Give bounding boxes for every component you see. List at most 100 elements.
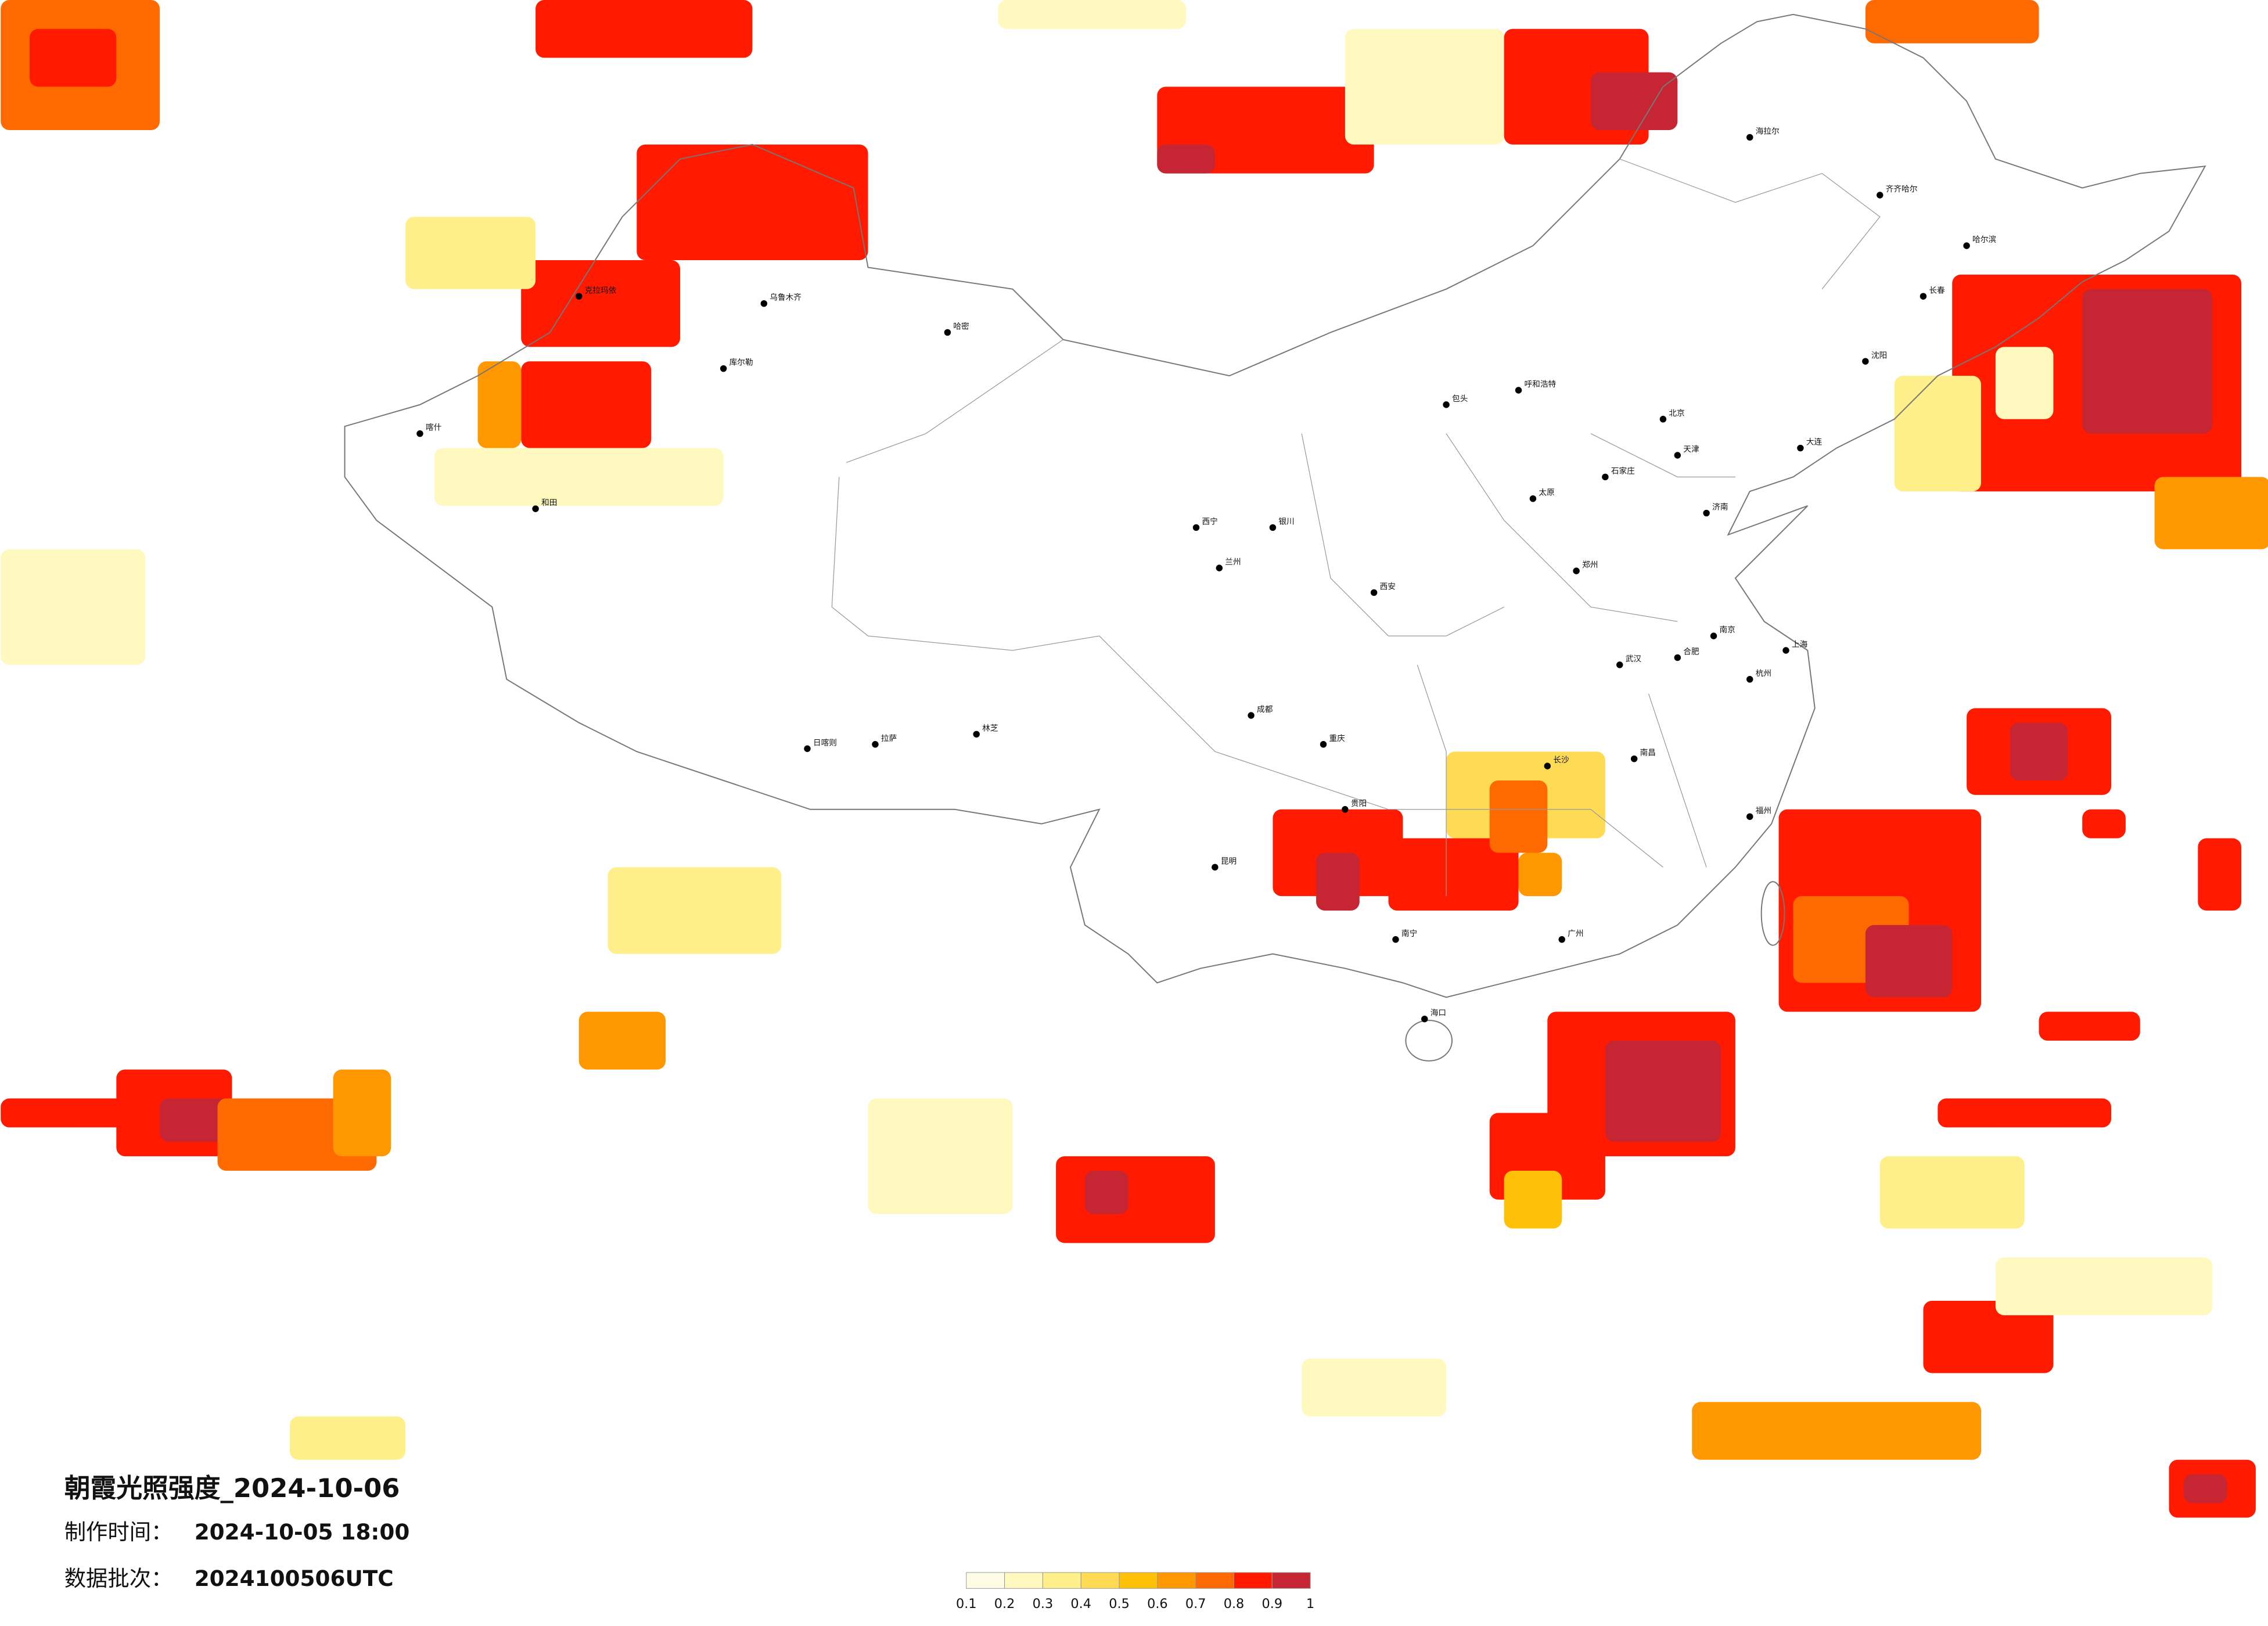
city-dot (1515, 387, 1522, 394)
colorbar-tick-label: 0.1 (956, 1596, 977, 1611)
light-patch (1316, 852, 1360, 911)
city-label: 重庆 (1329, 734, 1346, 743)
light-patch (1692, 1402, 1981, 1460)
city-dot (1269, 524, 1277, 531)
city-label: 南宁 (1401, 929, 1417, 938)
city-dot (1963, 242, 1970, 249)
hainan (1405, 1020, 1453, 1062)
city-label: 济南 (1712, 503, 1728, 512)
light-patch (1345, 28, 1504, 145)
light-patch (2183, 1474, 2227, 1503)
city-dot (576, 293, 583, 300)
light-patch (2198, 838, 2241, 911)
city-label: 日喀则 (813, 738, 837, 747)
light-patch (1302, 1358, 1447, 1417)
city-label: 贵阳 (1351, 799, 1367, 808)
light-patch (998, 0, 1187, 29)
china-border (344, 13, 2206, 998)
light-patch (2154, 477, 2268, 549)
taiwan (1760, 881, 1785, 946)
light-patch (535, 0, 753, 58)
city-dot (1392, 936, 1399, 943)
colorbar-swatch (1042, 1572, 1081, 1589)
city-dot (1212, 864, 1219, 871)
colorbar-tick-label: 0.2 (994, 1596, 1015, 1611)
light-patch (521, 361, 652, 448)
colorbar-tick-label: 1 (1306, 1596, 1314, 1611)
city-label: 库尔勒 (729, 358, 753, 368)
batch-label: 数据批次： (64, 1566, 173, 1591)
city-label: 哈密 (953, 321, 969, 331)
colorbar-swatch (1234, 1572, 1273, 1589)
colorbar-tick-label: 0.5 (1109, 1596, 1130, 1611)
colorbar-swatch (966, 1572, 1005, 1589)
light-patch (1995, 1257, 2213, 1315)
city-label: 上海 (1792, 640, 1808, 649)
colorbar-tick-label: 0.9 (1262, 1596, 1283, 1611)
colorbar-swatch (1004, 1572, 1043, 1589)
city-label: 银川 (1278, 517, 1294, 526)
light-patch (1865, 0, 2039, 44)
light-patch (1938, 1098, 2111, 1128)
city-label: 哈尔滨 (1972, 235, 1996, 244)
city-dot (1630, 755, 1638, 762)
city-dot (1710, 632, 1717, 639)
city-dot (1877, 192, 1884, 199)
country-outline (344, 13, 2206, 1062)
title: 朝霞光照强度_2024-10-06 (64, 1473, 400, 1503)
light-patch (1, 549, 146, 665)
light-patch (1056, 1156, 1215, 1243)
light-patch (2010, 722, 2068, 780)
light-patch (578, 1012, 666, 1070)
city-label: 喀什 (426, 423, 442, 433)
city-dot (1370, 589, 1378, 596)
light-patch (1157, 144, 1215, 174)
colorbar-tick-label: 0.4 (1070, 1596, 1091, 1611)
light-patch (434, 448, 724, 506)
light-patch (1084, 1171, 1128, 1214)
province-lines (831, 159, 1881, 897)
city-dot (1443, 401, 1450, 408)
city-label: 拉萨 (881, 734, 897, 743)
city-dot (973, 731, 980, 738)
light-patch (1995, 347, 2054, 419)
colorbar-swatch (1195, 1572, 1235, 1589)
city-dot (416, 430, 423, 437)
city-dot (872, 741, 879, 748)
colorbar-tick-label: 0.6 (1147, 1596, 1168, 1611)
city-label: 兰州 (1225, 557, 1241, 567)
colorbar-tick-label: 0.8 (1224, 1596, 1245, 1611)
city-label: 杭州 (1756, 669, 1771, 678)
light-patch (1504, 1171, 1562, 1229)
light-patch (2082, 289, 2213, 434)
light-patch (477, 361, 522, 448)
light-patch (1865, 924, 1953, 998)
light-patch (521, 260, 680, 347)
light-patch (1388, 838, 1519, 911)
city-dot (944, 329, 951, 336)
city-dot (1746, 813, 1753, 820)
city-label: 石家庄 (1611, 466, 1635, 476)
light-patch (1590, 72, 1678, 130)
city-label: 和田 (541, 498, 557, 508)
city-dot (1320, 741, 1327, 748)
made-label: 制作时间： (64, 1519, 173, 1545)
light-field (1, 0, 2268, 1518)
city-label: 郑州 (1582, 560, 1598, 570)
city-dot (1544, 762, 1551, 769)
city-dot (1342, 806, 1349, 813)
light-patch (405, 217, 536, 289)
city-label: 广州 (1568, 929, 1583, 938)
light-patch (289, 1416, 406, 1460)
made-value: 2024-10-05 18:00 (195, 1519, 410, 1545)
light-patch (1894, 376, 1981, 492)
batch-value: 2024100506UTC (195, 1566, 394, 1591)
city-dot (760, 300, 768, 307)
city-dot (1782, 647, 1789, 654)
city-label: 长春 (1929, 286, 1945, 295)
city-label: 西安 (1380, 582, 1396, 591)
light-patch (2039, 1012, 2140, 1041)
city-label: 海口 (1430, 1009, 1446, 1018)
